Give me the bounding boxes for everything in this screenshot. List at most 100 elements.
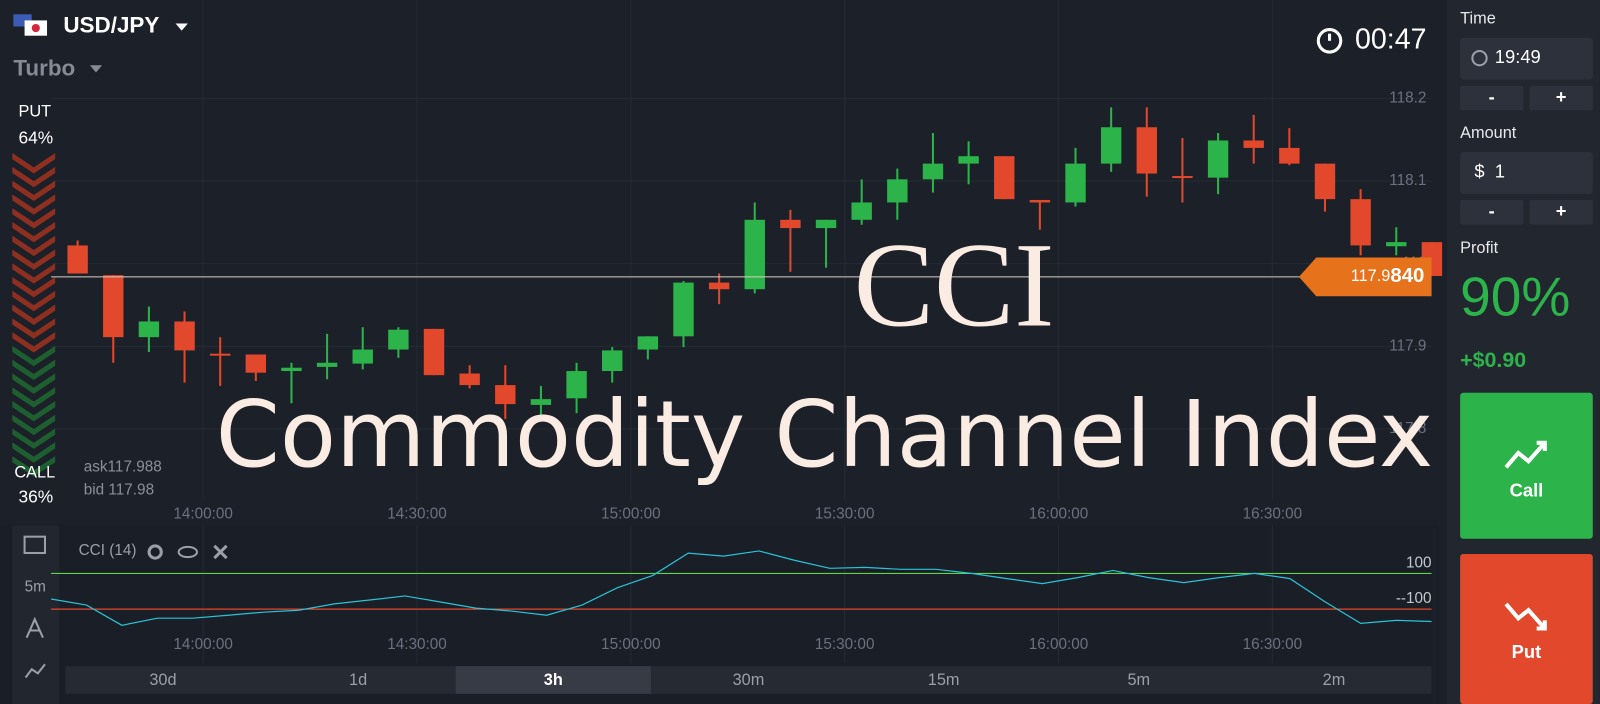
mode[interactable]: Turbo <box>13 55 75 80</box>
time-label: 15:00:00 <box>601 636 661 653</box>
candle-body <box>352 349 373 364</box>
interval[interactable]: 5m <box>25 579 46 596</box>
candle-body <box>316 362 338 367</box>
timeframe-button[interactable]: 30d <box>149 671 176 689</box>
amount-input[interactable] <box>1460 152 1593 194</box>
candle-body <box>1136 127 1157 174</box>
clock-icon <box>1471 49 1488 67</box>
chart-type-icon[interactable] <box>23 535 47 555</box>
caret <box>175 23 188 31</box>
time-label: 16:00:00 <box>1029 505 1089 522</box>
sentiment-chevron <box>12 456 56 477</box>
indicator-icon[interactable] <box>24 663 46 679</box>
time-label: 16:30:00 <box>1243 505 1303 522</box>
timeframe-button[interactable]: 1d <box>349 671 367 689</box>
candle-body <box>1029 199 1051 203</box>
time-label: 16:30:00 <box>1243 636 1303 653</box>
put-button[interactable] <box>1460 554 1593 704</box>
overlay-subtitle: Commodity Channel Index <box>216 381 1434 488</box>
time-label: 15:30:00 <box>815 636 875 653</box>
cci-layer: 100 --100 <box>51 550 1432 626</box>
candle-body <box>103 275 124 338</box>
sentiment-bar <box>12 153 56 477</box>
flag-jp-dot <box>31 23 40 33</box>
candle-body <box>245 354 267 373</box>
time-label: 14:30:00 <box>387 636 447 653</box>
time-label: 14:00:00 <box>173 505 233 522</box>
timeframe-button[interactable]: 30m <box>733 671 765 689</box>
amount-value: 1 <box>1495 160 1505 181</box>
plus-label: + <box>1556 86 1567 107</box>
overlay-title: CCI <box>854 220 1055 353</box>
time-input[interactable] <box>1460 37 1593 80</box>
remove-icon[interactable] <box>213 544 228 560</box>
sentiment-chevron <box>12 194 56 215</box>
sentiment-chevron <box>12 249 56 270</box>
amount-plus[interactable] <box>1529 199 1593 225</box>
candle-body <box>637 336 659 350</box>
call-icon <box>1504 440 1547 469</box>
timeframe-button[interactable]: 5m <box>1127 671 1150 689</box>
candle-body <box>174 321 195 351</box>
candle-body <box>566 371 587 399</box>
candle-body <box>1243 140 1264 148</box>
drawing-icon[interactable] <box>25 616 44 639</box>
sentiment-chevron <box>12 414 56 436</box>
candle-body <box>887 179 908 203</box>
indicator-label: CCI (14) <box>79 542 137 559</box>
timeframe-button[interactable]: 2m <box>1323 671 1346 689</box>
put-percent: 64% <box>18 127 53 147</box>
candle-body <box>744 219 765 290</box>
put-label: PUT <box>18 103 51 121</box>
settings-icon[interactable] <box>147 544 163 560</box>
put-button-label: Put <box>1512 641 1542 662</box>
sentiment-chevron <box>12 166 56 188</box>
candle-body <box>1386 242 1407 247</box>
sentiment-chevron <box>12 153 56 174</box>
candle-body <box>530 399 552 405</box>
ask-label: ask <box>84 458 108 475</box>
minus-label: - <box>1489 86 1495 107</box>
ask-value: 117.988 <box>108 458 162 475</box>
cci-level-label: 100 <box>1406 554 1432 571</box>
profit-percent: 90% <box>1460 266 1570 328</box>
candle-body <box>673 282 694 337</box>
sentiment-chevron <box>12 400 56 422</box>
candle-body <box>1100 127 1122 164</box>
time-label: 16:00:00 <box>1029 636 1089 653</box>
price-tag <box>1298 257 1432 297</box>
time-plus[interactable] <box>1529 85 1593 111</box>
sentiment-chevron <box>12 318 56 339</box>
candle-body <box>602 350 623 372</box>
asset-pair[interactable]: USD/JPY <box>63 12 159 37</box>
sentiment-chevron <box>12 442 56 463</box>
candle-body <box>851 202 872 220</box>
candle-body <box>209 353 231 356</box>
sentiment-chevron <box>12 290 56 312</box>
call-button[interactable] <box>1460 392 1593 539</box>
plus-label: + <box>1556 200 1567 221</box>
profit-label: Profit <box>1460 239 1499 257</box>
sentiment-chevron <box>12 332 56 353</box>
timeframes: 30d 1d 3h 30m 15m 5m 2m <box>149 666 1345 694</box>
minus-label: - <box>1489 200 1495 221</box>
timeframe-button[interactable]: 3h <box>544 671 563 689</box>
amount-minus[interactable] <box>1460 199 1524 225</box>
candle-body <box>1207 140 1229 178</box>
visibility-icon[interactable] <box>177 545 199 559</box>
timeframe-button[interactable]: 15m <box>928 671 960 689</box>
time-minus[interactable] <box>1460 85 1524 111</box>
price-tick-label: 117.8 <box>1389 420 1426 437</box>
sentiment-chevron <box>12 373 56 394</box>
call-label: CALL <box>14 464 55 482</box>
timeframe-active <box>455 666 651 694</box>
price-tick-label: 117.9 <box>1389 337 1426 354</box>
candle-body <box>708 282 730 290</box>
sentiment-chevron <box>12 235 56 257</box>
put-icon <box>1504 602 1547 631</box>
quote-bid: bid 117.98 <box>84 482 154 499</box>
time-label: 15:30:00 <box>815 505 875 522</box>
quote-ask: ask117.988 <box>84 458 162 475</box>
price-tick-label: 118.1 <box>1389 172 1426 189</box>
